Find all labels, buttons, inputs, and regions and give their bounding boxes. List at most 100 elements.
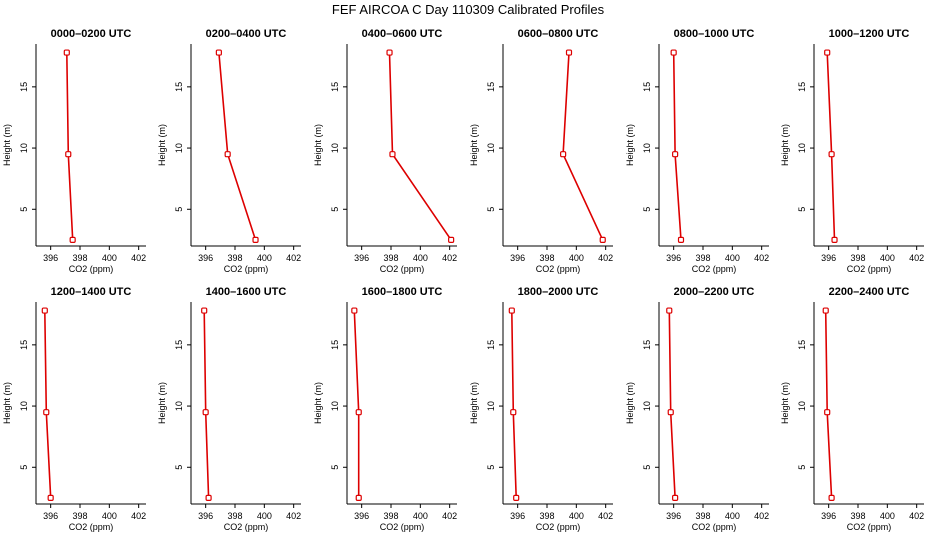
panel-title: 2000–2200 UTC	[674, 286, 755, 298]
x-tick-label: 402	[598, 511, 613, 521]
panel-title: 0400–0600 UTC	[362, 28, 443, 40]
data-point	[41, 307, 48, 314]
y-tick-label: 5	[174, 465, 184, 470]
profile-line	[668, 310, 676, 498]
x-tick-label: 398	[539, 253, 554, 263]
y-axis-label: Height (m)	[625, 382, 635, 424]
panel-8: 1400–1600 UTC 396 398 400 402 5 10 15 CO2 (ppm) H…	[157, 286, 301, 532]
data-point	[448, 236, 455, 243]
x-tick-label: 398	[383, 511, 398, 521]
y-tick-label: 10	[797, 401, 807, 411]
y-tick-label: 15	[174, 340, 184, 350]
y-tick-label: 5	[797, 465, 807, 470]
y-tick-label: 5	[330, 465, 340, 470]
x-tick-label: 396	[43, 511, 58, 521]
data-point	[667, 409, 674, 416]
y-tick-label: 15	[486, 82, 496, 92]
panel-title: 0800–1000 UTC	[674, 28, 755, 40]
profile-line	[511, 310, 517, 498]
panel-title: 1400–1600 UTC	[206, 286, 287, 298]
x-tick-label: 402	[442, 511, 457, 521]
x-tick-label: 400	[880, 511, 895, 521]
panel-5: 0800–1000 UTC 396 398 400 402 5 10 15 CO2 (ppm) H…	[625, 28, 769, 274]
data-point	[672, 494, 679, 501]
y-axis-label: Height (m)	[469, 382, 479, 424]
panel-2: 0200–0400 UTC 396 398 400 402 5 10 15 CO2 (ppm) H…	[157, 28, 301, 274]
x-tick-label: 396	[510, 511, 525, 521]
x-tick-label: 396	[510, 253, 525, 263]
y-axis-label: Height (m)	[2, 124, 12, 166]
data-point	[828, 494, 835, 501]
profile-line	[66, 52, 74, 240]
y-tick-label: 5	[330, 207, 340, 212]
x-tick-label: 402	[286, 511, 301, 521]
panel-1: 0000–0200 UTC 396 398 400 402 5 10 15 CO2 (ppm) H…	[2, 28, 146, 274]
y-tick-label: 10	[486, 143, 496, 153]
panel-11: 2000–2200 UTC 396 398 400 402 5 10 15 CO2 (ppm) H…	[625, 286, 769, 532]
y-axis-label: Height (m)	[780, 382, 790, 424]
y-tick-label: 10	[797, 143, 807, 153]
x-axis-label: CO2 (ppm)	[380, 522, 425, 532]
panel-title: 0200–0400 UTC	[206, 28, 287, 40]
data-point	[822, 307, 829, 314]
x-tick-label: 396	[198, 253, 213, 263]
data-point	[599, 236, 606, 243]
x-axis-label: CO2 (ppm)	[536, 264, 581, 274]
data-point	[202, 409, 209, 416]
data-point	[510, 409, 517, 416]
x-tick-label: 396	[198, 511, 213, 521]
y-tick-label: 5	[486, 207, 496, 212]
y-tick-label: 15	[642, 82, 652, 92]
panel-title: 1600–1800 UTC	[362, 286, 443, 298]
data-point	[43, 409, 50, 416]
y-axis-label: Height (m)	[780, 124, 790, 166]
data-point	[205, 494, 212, 501]
profile-line	[353, 310, 360, 498]
x-tick-label: 402	[131, 511, 146, 521]
y-tick-label: 10	[174, 401, 184, 411]
y-axis-label: Height (m)	[2, 382, 12, 424]
y-tick-label: 10	[19, 143, 29, 153]
x-axis-label: CO2 (ppm)	[847, 522, 892, 532]
x-tick-label: 400	[880, 253, 895, 263]
x-tick-label: 398	[227, 253, 242, 263]
x-tick-label: 400	[725, 253, 740, 263]
data-point	[560, 151, 567, 158]
y-tick-label: 15	[174, 82, 184, 92]
x-tick-label: 396	[354, 511, 369, 521]
panel-title: 1800–2000 UTC	[518, 286, 599, 298]
panel-9: 1600–1800 UTC 396 398 400 402 5 10 15 CO2 (ppm) H…	[313, 286, 457, 532]
y-tick-label: 5	[486, 465, 496, 470]
x-tick-label: 400	[413, 253, 428, 263]
y-tick-label: 10	[330, 143, 340, 153]
x-tick-label: 398	[539, 511, 554, 521]
data-point	[565, 49, 573, 56]
x-axis-label: CO2 (ppm)	[69, 522, 114, 532]
data-point	[201, 307, 208, 314]
y-tick-label: 15	[486, 340, 496, 350]
y-tick-label: 10	[642, 401, 652, 411]
data-point	[670, 49, 677, 56]
y-tick-label: 5	[19, 207, 29, 212]
y-axis-label: Height (m)	[469, 124, 479, 166]
x-axis-label: CO2 (ppm)	[224, 264, 269, 274]
data-point	[508, 307, 515, 314]
x-tick-label: 396	[43, 253, 58, 263]
panel-title: 1200–1400 UTC	[51, 286, 132, 298]
x-tick-label: 402	[909, 253, 924, 263]
profile-line	[218, 52, 257, 241]
panel-3: 0400–0600 UTC 396 398 400 402 5 10 15 CO2 (ppm) H…	[313, 28, 457, 274]
x-axis-label: CO2 (ppm)	[692, 264, 737, 274]
x-tick-label: 400	[413, 511, 428, 521]
y-tick-label: 15	[797, 82, 807, 92]
y-tick-label: 5	[642, 465, 652, 470]
x-tick-label: 400	[257, 511, 272, 521]
data-point	[69, 236, 76, 243]
data-point	[666, 307, 673, 314]
y-tick-label: 5	[19, 465, 29, 470]
data-point	[224, 151, 231, 158]
data-point	[63, 49, 70, 56]
panel-6: 1000–1200 UTC 396 398 400 402 5 10 15 CO2 (ppm) H…	[780, 28, 924, 274]
panel-7: 1200–1400 UTC 396 398 400 402 5 10 15 CO2 (ppm) H…	[2, 286, 146, 532]
